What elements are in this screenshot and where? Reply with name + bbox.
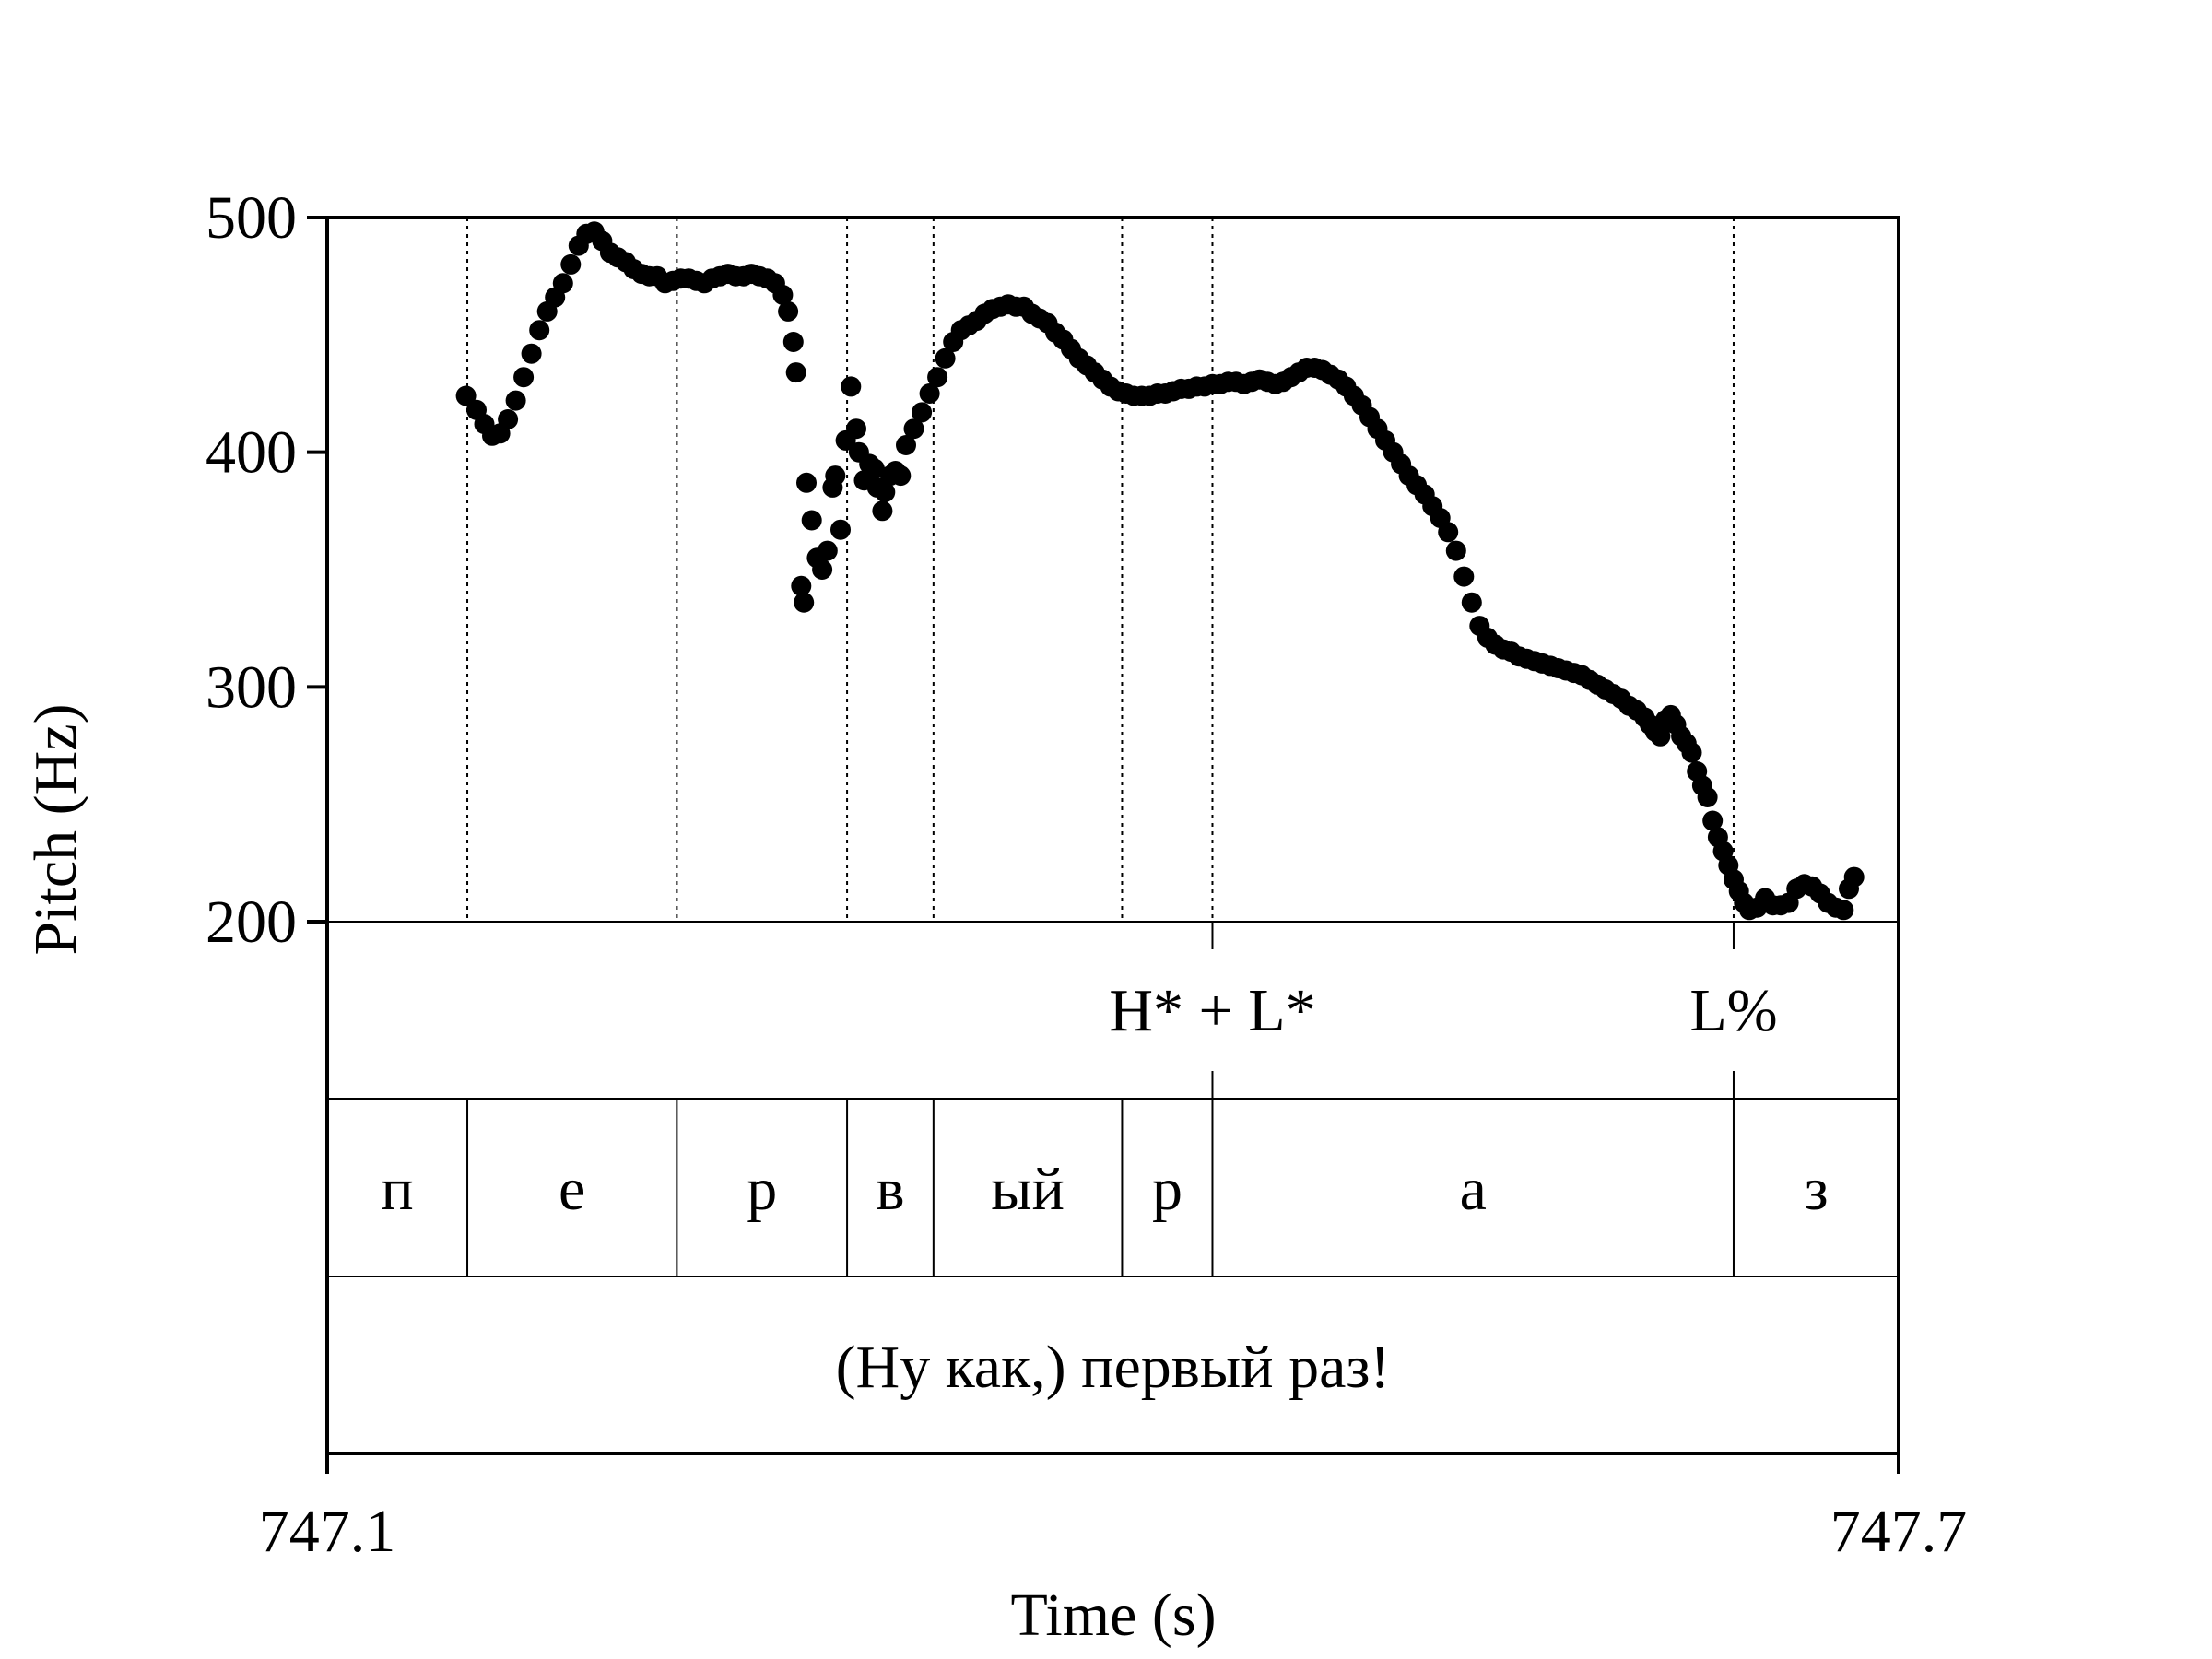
tone-label: H* + L* <box>1109 977 1315 1044</box>
pitch-point <box>1438 522 1459 543</box>
y-tick-label: 400 <box>206 419 297 487</box>
pitch-point <box>791 575 812 596</box>
pitch-point <box>782 332 804 352</box>
pitch-point <box>875 482 896 502</box>
pitch-point <box>890 465 912 487</box>
pitch-point <box>817 540 838 561</box>
pitch-point <box>1681 742 1702 763</box>
pitch-point <box>1650 725 1671 747</box>
y-axis-title: Pitch (Hz) <box>22 703 89 955</box>
tone-label: L% <box>1689 977 1777 1044</box>
pitch-point <box>455 385 477 406</box>
pitch-point <box>927 367 948 388</box>
x-axis-title: Time (s) <box>1010 1582 1216 1649</box>
pitch-point <box>521 343 542 364</box>
tier-labels: H* + L* L% п е р в ый р а з (Ну как,) первый раз! <box>381 977 1828 1401</box>
pitch-point <box>812 559 833 580</box>
pitch-point <box>1697 787 1718 807</box>
pitch-point <box>778 300 799 322</box>
segment-label: а <box>1460 1156 1487 1223</box>
pitch-point <box>1833 900 1854 921</box>
tier-lines <box>466 922 1735 1277</box>
pitch-point <box>552 273 573 294</box>
x-tick-label: 747.7 <box>1830 1498 1968 1565</box>
pitch-point <box>935 347 956 369</box>
pitch-point <box>919 383 940 404</box>
pitch-point <box>872 500 893 522</box>
pitch-point <box>1445 540 1466 561</box>
segment-label: в <box>876 1156 904 1223</box>
pitch-point <box>841 376 862 397</box>
pitch-point <box>794 592 815 613</box>
pitch-point <box>912 402 933 423</box>
pitch-point <box>796 472 817 493</box>
pitch-point <box>903 418 924 440</box>
pitch-point <box>513 367 535 388</box>
plot-frame <box>325 216 1900 1455</box>
y-tick-label: 500 <box>206 184 297 252</box>
pitch-point <box>830 519 851 540</box>
segment-label: ый <box>991 1156 1065 1223</box>
y-tick-label: 200 <box>206 888 297 956</box>
plot-border <box>325 216 1900 1455</box>
segment-label: з <box>1804 1156 1828 1223</box>
pitch-point <box>801 510 822 531</box>
x-tick-label: 747.1 <box>259 1498 396 1565</box>
pitch-point <box>896 435 916 455</box>
axis-ticks: 200 300 400 500 747.1 747.7 <box>206 184 1967 1565</box>
pitch-points <box>455 221 1865 921</box>
y-tick-label: 300 <box>206 653 297 721</box>
utterance-label: (Ну как,) первый раз! <box>836 1334 1391 1401</box>
pitch-point <box>825 465 846 487</box>
segment-label: р <box>1152 1156 1182 1223</box>
pitch-point <box>785 362 806 383</box>
pitch-point <box>498 409 519 429</box>
segment-label: е <box>559 1156 585 1223</box>
pitch-point <box>846 418 866 440</box>
pitch-point <box>505 390 526 411</box>
boundary-lines <box>466 218 1735 922</box>
pitch-point <box>772 285 794 305</box>
pitch-point <box>1843 866 1865 888</box>
pitch-point <box>864 458 885 479</box>
pitch-point <box>1461 592 1482 613</box>
pitch-point <box>1453 566 1475 587</box>
pitch-point <box>529 320 550 341</box>
segment-label: п <box>381 1156 413 1223</box>
segment-label: р <box>747 1156 777 1223</box>
pitch-point <box>560 253 582 275</box>
pitch-point <box>1702 810 1724 831</box>
